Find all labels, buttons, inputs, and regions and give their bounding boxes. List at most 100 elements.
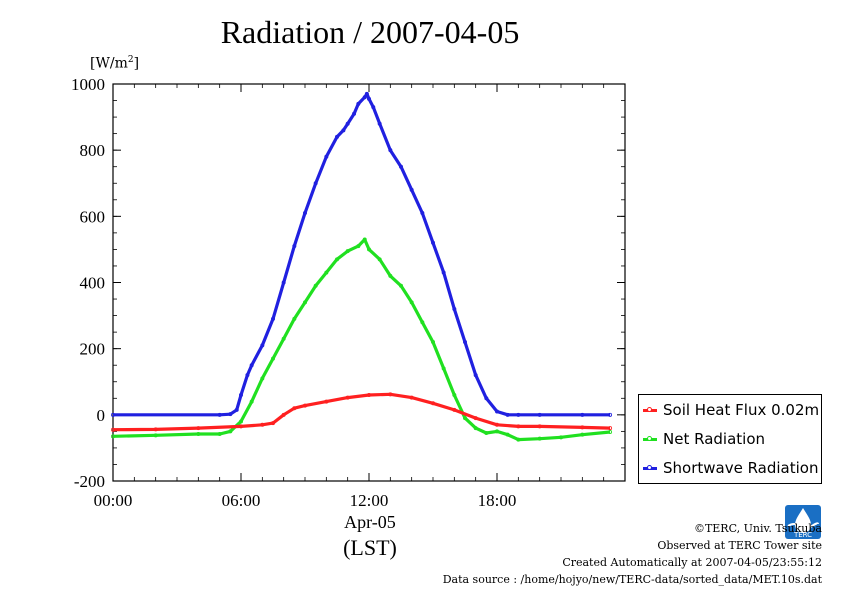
series-net-radiation-point (324, 270, 329, 275)
series-shortwave-radiation-point (111, 412, 116, 417)
logo-text: TERC (793, 531, 812, 539)
y-tick-label: 400 (80, 274, 106, 293)
series-net-radiation-point (334, 257, 339, 262)
series-net-radiation-point (292, 316, 297, 321)
series-shortwave-radiation-point (505, 412, 510, 417)
series-net-radiation-point (281, 336, 286, 341)
legend-swatch-shortwave (643, 464, 657, 470)
series-shortwave-radiation-point (430, 240, 435, 245)
legend-item-soil-heat-flux: Soil Heat Flux 0.02m (643, 399, 819, 421)
series-net-radiation (112, 237, 611, 442)
series-soil-heat-flux-point (270, 421, 275, 426)
x-tick-label: 12:00 (350, 491, 389, 510)
y-axis-unit: [W/m2] (90, 55, 139, 72)
legend-item-net-radiation: Net Radiation (643, 428, 765, 450)
series-soil-heat-flux-point (516, 424, 521, 429)
series-net-radiation-point (249, 399, 254, 404)
series-soil-heat-flux-point (366, 392, 371, 397)
legend-label-shortwave: Shortwave Radiation (663, 459, 819, 477)
series-net-radiation-point (388, 273, 393, 278)
terc-logo-icon: TERC (785, 505, 821, 539)
series-net-radiation-point (217, 432, 222, 437)
series-shortwave-radiation-point (234, 407, 239, 412)
x-unit-label: (LST) (343, 535, 397, 560)
series-shortwave-radiation-point (313, 181, 318, 186)
plot-frame (112, 83, 626, 482)
series-net-radiation-point (441, 366, 446, 371)
series-shortwave-radiation-point (537, 412, 542, 417)
series-shortwave-radiation-point (366, 96, 371, 101)
series-net-radiation-point (302, 300, 307, 305)
series-soil-heat-flux (112, 392, 611, 432)
series-shortwave-radiation-point (245, 373, 250, 378)
x-date-label: Apr-05 (344, 512, 396, 532)
series-shortwave-radiation-point (420, 211, 425, 216)
legend-label-soil: Soil Heat Flux 0.02m (663, 401, 820, 419)
series-soil-heat-flux-point (292, 406, 297, 411)
series-net-radiation-point (111, 434, 116, 439)
series-shortwave-radiation-point (409, 187, 414, 192)
series-net-radiation-point (377, 257, 382, 262)
y-tick-label: 800 (80, 141, 106, 160)
series-net-radiation-point (452, 392, 457, 397)
series-shortwave-radiation-point (292, 244, 297, 249)
series-shortwave-radiation-point (608, 412, 613, 417)
legend-swatch-soil (643, 406, 657, 412)
series-shortwave-radiation-point (324, 154, 329, 159)
series-shortwave-radiation-point (580, 412, 585, 417)
series-shortwave-radiation-point (377, 121, 382, 126)
series-soil-heat-flux-point (608, 426, 613, 431)
x-tick-label: 06:00 (222, 491, 261, 510)
footer-copyright: ©TERC, Univ. Tsukuba (693, 522, 822, 535)
series-shortwave-radiation-point (249, 363, 254, 368)
series-shortwave-radiation (113, 92, 611, 417)
series-net-radiation-point (462, 416, 467, 421)
legend-label-net: Net Radiation (663, 430, 765, 448)
footer-created: Created Automatically at 2007-04-05/23:5… (562, 556, 822, 569)
y-unit-suffix: ] (133, 55, 140, 72)
x-tick-label: 18:00 (478, 491, 517, 510)
series-net-radiation-point (356, 244, 361, 249)
y-unit-prefix: [W/m (90, 55, 128, 72)
series-net-radiation-point (473, 426, 478, 431)
series-soil-heat-flux-point (409, 395, 414, 400)
series-shortwave-radiation-point (494, 409, 499, 414)
series-soil-heat-flux-point (345, 395, 350, 400)
series-net-radiation-point (484, 431, 489, 436)
series-net-radiation-point (398, 283, 403, 288)
chart-title: Radiation / 2007-04-05 (220, 14, 520, 50)
chart-legend: Soil Heat Flux 0.02m Net Radiation Short… (638, 394, 822, 484)
series-soil-heat-flux-point (260, 422, 265, 427)
series-net-radiation-point (559, 435, 564, 440)
series-net-radiation-point (196, 432, 201, 437)
y-tick-label: 1000 (71, 75, 105, 94)
series-net-radiation-point (580, 432, 585, 437)
footer-observed: Observed at TERC Tower site (657, 539, 822, 552)
y-tick-label: 200 (80, 340, 106, 359)
series-shortwave-radiation-point (281, 280, 286, 285)
series-net-radiation-point (420, 320, 425, 325)
y-tick-label: 600 (80, 207, 106, 226)
series-shortwave-radiation-point (341, 128, 346, 133)
series-soil-heat-flux-point (494, 422, 499, 427)
series-shortwave-radiation-point (238, 392, 243, 397)
series-net-radiation-point (260, 376, 265, 381)
series-net-radiation-point (430, 340, 435, 345)
series-shortwave-radiation-point (334, 134, 339, 139)
series-soil-heat-flux-point (111, 427, 116, 432)
series-net-radiation-point (608, 430, 613, 435)
series-soil-heat-flux-point (324, 399, 329, 404)
series-shortwave-radiation-point (362, 95, 367, 100)
series-shortwave-radiation-point (260, 343, 265, 348)
series-shortwave-radiation-point (388, 148, 393, 153)
series-shortwave-radiation-point (345, 121, 350, 126)
y-tick-label: -200 (74, 472, 105, 491)
legend-swatch-net (643, 435, 657, 441)
series-net-radiation-point (494, 429, 499, 434)
series-soil-heat-flux-point (302, 403, 307, 408)
series-shortwave-radiation-point (398, 164, 403, 169)
legend-item-shortwave: Shortwave Radiation (643, 457, 819, 479)
series-shortwave-radiation-point (473, 373, 478, 378)
series-net-radiation-point (409, 300, 414, 305)
y-tick-label: 0 (97, 406, 106, 425)
